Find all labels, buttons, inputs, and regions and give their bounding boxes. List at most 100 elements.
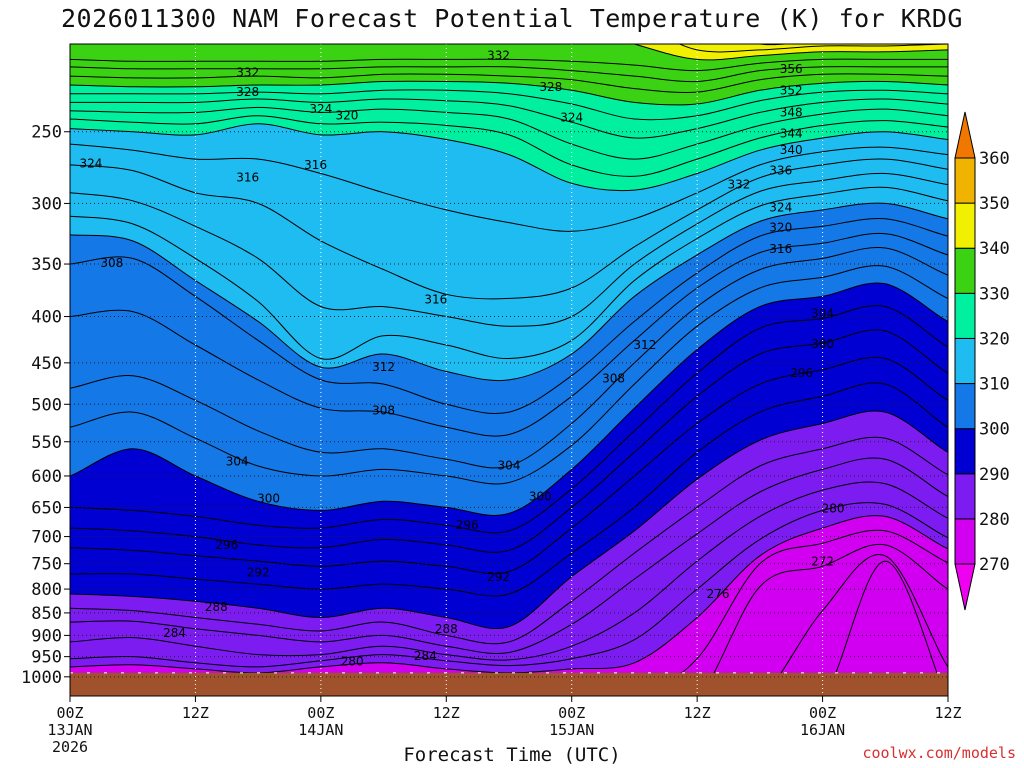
colorbar-band [954, 292, 976, 339]
y-tick-label: 350 [31, 255, 62, 275]
y-tick-label: 400 [31, 308, 62, 328]
isentrope-322 [70, 115, 948, 177]
contour-label: 296 [215, 538, 238, 552]
contour-label: 348 [780, 105, 803, 119]
colorbar-band [954, 383, 976, 430]
contour-label: 352 [780, 83, 803, 97]
x-tick-label: 12Z [684, 704, 711, 722]
y-tick-label: 250 [31, 123, 62, 143]
y-tick-label: 1000 [21, 668, 62, 688]
x-tick-label: 13JAN [47, 721, 92, 739]
isentrope-320 [70, 123, 948, 192]
isentrope-334 [70, 66, 948, 83]
contour-label: 292 [247, 566, 270, 580]
fill-above-356 [50, 4, 968, 25]
contour-label: 320 [769, 221, 792, 235]
isentrope-340 [632, 44, 948, 61]
contour-label: 284 [163, 626, 186, 640]
contour-label: 332 [487, 49, 510, 63]
contour-label: 304 [811, 307, 834, 321]
contour-label: 324 [309, 102, 332, 116]
contour-label: 316 [769, 242, 792, 256]
colorbar-arrow-low [954, 563, 976, 611]
contour-label: 304 [498, 458, 521, 472]
contour-label: 308 [602, 371, 625, 385]
colorbar-band [954, 337, 976, 385]
isentrope-330 [70, 80, 948, 106]
isentrope-274 [762, 553, 948, 696]
y-tick-label: 950 [31, 648, 62, 668]
isentrope-282 [70, 502, 948, 668]
isentrope-352 [50, 13, 968, 35]
contour-label: 276 [707, 587, 730, 601]
contour-label: 320 [336, 109, 359, 123]
isentrope-284 [70, 481, 948, 661]
isentrope-288 [70, 436, 948, 645]
contour-label: 328 [236, 85, 259, 99]
colorbar-tick-label: 360 [979, 149, 1010, 169]
y-tick-label: 500 [31, 395, 62, 415]
colorbar-band [954, 473, 976, 520]
y-tick-label: 700 [31, 528, 62, 548]
isentrope-292 [70, 382, 948, 597]
x-tick-label: 00Z [809, 704, 836, 722]
contour-label: 324 [769, 200, 792, 214]
colorbar-tick-label: 310 [979, 375, 1010, 395]
isentrope-296 [70, 329, 948, 553]
contour-label: 324 [79, 156, 102, 170]
contour-label: 300 [257, 491, 280, 505]
contour-label: 312 [372, 360, 395, 374]
contour-label: 288 [205, 600, 228, 614]
isentrope-290 [70, 410, 948, 630]
contour-label: 356 [780, 62, 803, 76]
isentrope-332 [70, 73, 948, 93]
colorbar-tick-label: 270 [979, 555, 1010, 575]
x-axis-label: Forecast Time (UTC) [403, 744, 621, 766]
colorbar-band [954, 202, 976, 249]
contour-label: 300 [529, 489, 552, 503]
colorbar-tick-label: 330 [979, 284, 1010, 304]
contour-label: 316 [424, 292, 447, 306]
contour-label: 312 [633, 338, 656, 352]
isentrope-318 [70, 143, 948, 232]
x-tick-label: 12Z [433, 704, 460, 722]
x-tick-label: 00Z [56, 704, 83, 722]
contour-label: 332 [727, 178, 750, 192]
contour-label: 332 [236, 65, 259, 79]
y-tick-label: 550 [31, 433, 62, 453]
credit-link[interactable]: coolwx.com/models [862, 744, 1016, 762]
colorbar-band [954, 428, 976, 475]
isentrope-344 [678, 44, 948, 53]
colorbar-tick-label: 340 [979, 239, 1010, 259]
colorbar-band [954, 247, 976, 294]
isentrope-278 [640, 529, 948, 696]
x-tick-label: 16JAN [800, 721, 845, 739]
plot-frame [69, 43, 949, 697]
contour-label: 328 [539, 80, 562, 94]
contour-label: 292 [487, 570, 510, 584]
isentrope-298 [70, 305, 948, 534]
contour-label: 316 [236, 171, 259, 185]
y-tick-label: 900 [31, 626, 62, 646]
isentrope-314 [70, 172, 948, 327]
isentrope-302 [70, 265, 948, 485]
x-tick-label: 14JAN [298, 721, 343, 739]
isentrope-294 [70, 356, 948, 575]
isentrope-326 [70, 98, 948, 139]
colorbar-arrow-high [954, 111, 976, 159]
fill-above-348 [759, 44, 785, 45]
contour-label: 316 [304, 158, 327, 172]
x-tick-label: 00Z [558, 704, 585, 722]
colorbar-tick-label: 320 [979, 329, 1010, 349]
fill-above-352 [50, 4, 968, 35]
x-tick-label: 2026 [52, 738, 88, 756]
x-tick-label: 15JAN [549, 721, 594, 739]
contour-label: 280 [822, 502, 845, 516]
isentrope-286 [70, 457, 948, 654]
x-tick-label: 12Z [182, 704, 209, 722]
colorbar-tick-label: 280 [979, 510, 1010, 530]
contour-label: 344 [780, 126, 803, 140]
y-tick-label: 850 [31, 604, 62, 624]
y-tick-label: 600 [31, 467, 62, 487]
